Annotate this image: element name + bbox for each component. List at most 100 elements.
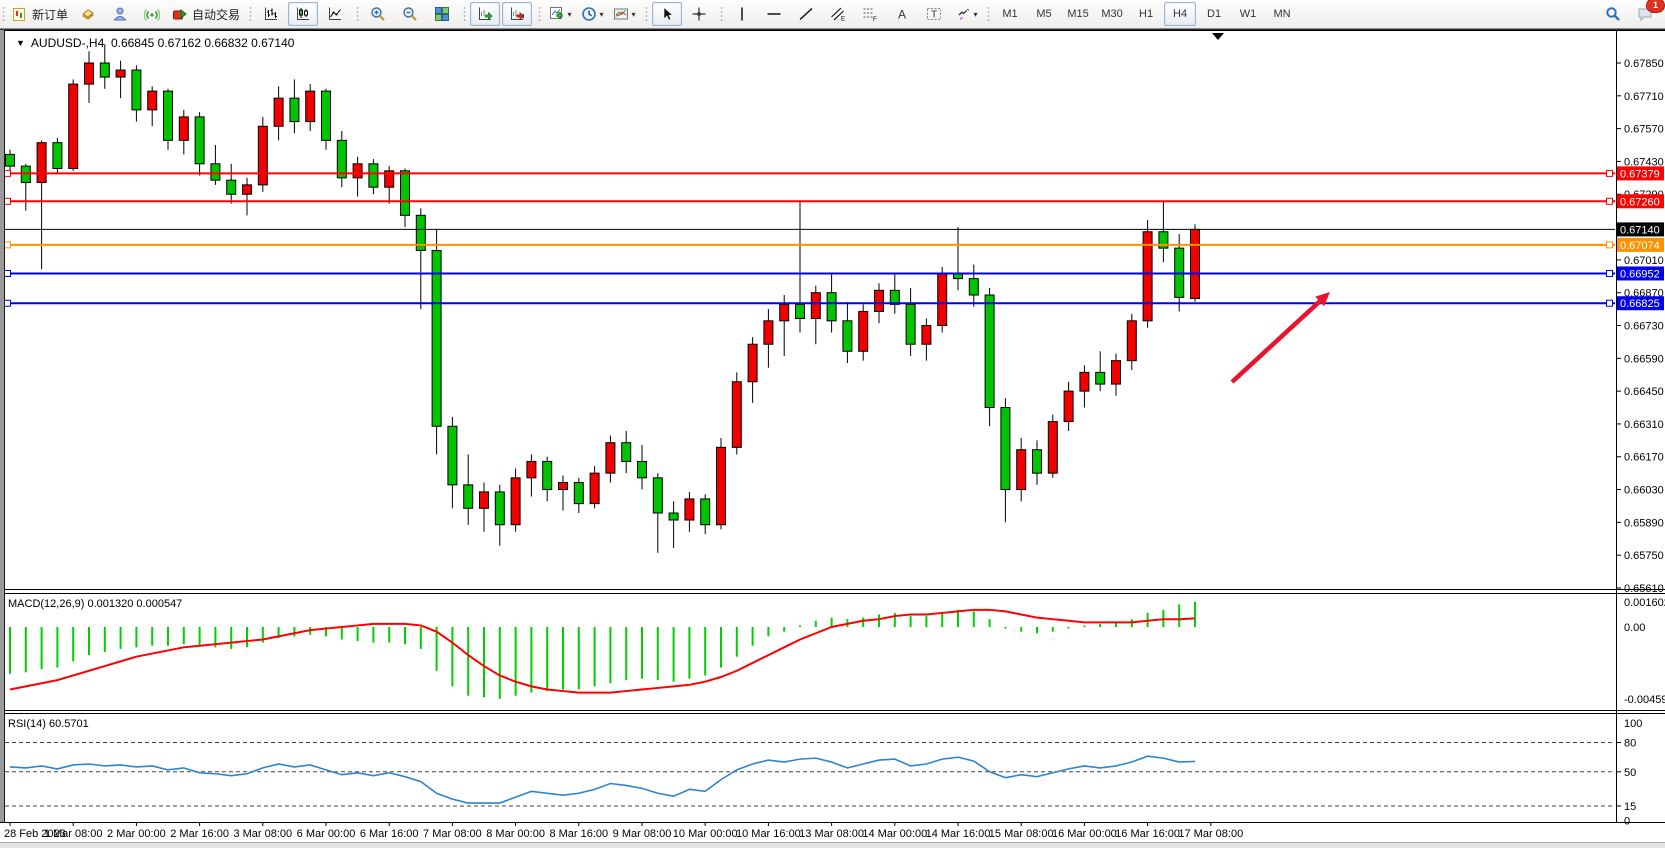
macd-name: MACD(12,26,9) <box>8 598 85 610</box>
bull-candle <box>1111 360 1121 385</box>
bull-candle <box>352 163 363 179</box>
bull-candle <box>747 343 758 383</box>
hline-anchor[interactable] <box>4 169 11 177</box>
cursor-icon <box>659 6 675 22</box>
symbol-menu-icon[interactable]: ▼ <box>16 38 25 48</box>
arrows-button[interactable]: ▾ <box>951 2 981 26</box>
bear-candle <box>52 142 63 169</box>
bull-candle <box>68 83 79 169</box>
trendline-icon <box>798 6 814 22</box>
dropdown-caret-icon[interactable]: ▾ <box>567 9 572 19</box>
timeframe-button-m30[interactable]: M30 <box>1101 8 1123 20</box>
price-badge-label: 0.66825 <box>1620 298 1660 310</box>
time-tick-label: 10 Mar 16:00 <box>736 828 801 840</box>
bear-candle <box>968 278 979 296</box>
templates-button[interactable]: ▾ <box>609 2 639 26</box>
hline-anchor[interactable] <box>4 197 11 205</box>
bull-candle <box>36 142 47 184</box>
hline-anchor[interactable] <box>4 269 11 277</box>
new-order-button[interactable]: 新订单 <box>9 2 71 26</box>
timeframe-button-h1[interactable]: H1 <box>1139 8 1154 20</box>
new-order-button-label: 新订单 <box>32 7 69 22</box>
bull-candle <box>605 442 616 474</box>
price-badge-label: 0.67379 <box>1620 168 1660 180</box>
timeframe-button-d1[interactable]: D1 <box>1207 8 1222 20</box>
price-tick-label: 0.66590 <box>1624 353 1664 365</box>
bull-candle <box>1142 231 1153 322</box>
hline-anchor[interactable] <box>1606 269 1613 277</box>
hline-anchor[interactable] <box>1606 197 1613 205</box>
time-tick-label: 28 Feb 2023 <box>4 828 66 840</box>
crosshair-button[interactable] <box>684 2 714 26</box>
chart-shift-marker[interactable] <box>1212 33 1224 40</box>
arrows-icon <box>955 6 971 22</box>
new-chart-button[interactable]: ▾ <box>545 2 575 26</box>
svg-text:E: E <box>841 17 845 23</box>
vertical-line-button[interactable] <box>727 2 757 26</box>
bull-candle <box>147 90 158 111</box>
auto-scroll-button[interactable] <box>470 2 501 26</box>
fibo-icon: F <box>862 6 878 22</box>
candlestick-chart-button[interactable] <box>288 2 319 26</box>
price-tick-label: 0.66030 <box>1624 485 1664 497</box>
hline-anchor[interactable] <box>4 241 11 249</box>
time-tick-label: 1 Mar 08:00 <box>44 828 103 840</box>
zoom-in-icon <box>370 6 386 22</box>
text-button[interactable]: A <box>887 2 917 26</box>
price-tick-label: 0.65890 <box>1624 517 1664 529</box>
timeframe-button-mn[interactable]: MN <box>1273 8 1291 20</box>
timeframe-button-m15[interactable]: M15 <box>1067 8 1089 20</box>
fibonacci-button[interactable]: F <box>855 2 885 26</box>
arrow-annotation[interactable] <box>1230 292 1330 384</box>
bear-candle <box>652 477 663 514</box>
cursor-button[interactable] <box>652 2 683 26</box>
zoom-in-button[interactable] <box>363 2 393 26</box>
svg-text:A: A <box>898 8 906 22</box>
hline-anchor[interactable] <box>1606 241 1613 249</box>
zoom-out-button[interactable] <box>395 2 425 26</box>
dropdown-caret-icon[interactable]: ▾ <box>631 9 636 19</box>
text-label-button[interactable]: T <box>919 2 949 26</box>
book-icon <box>80 6 96 22</box>
bar-chart-button[interactable] <box>256 2 286 26</box>
bull-candle <box>115 69 126 78</box>
timeframe-button-h4[interactable]: H4 <box>1164 2 1197 26</box>
bear-candle <box>163 90 173 141</box>
time-periods-button[interactable]: ▾ <box>577 2 607 26</box>
timeframe-button-w1[interactable]: W1 <box>1239 8 1257 20</box>
bear-candle <box>1000 407 1011 491</box>
timeframe-button-m1[interactable]: M1 <box>1002 8 1018 20</box>
auto-trading-button[interactable]: 自动交易 <box>169 2 243 26</box>
chat-button[interactable]: 1 <box>1630 0 1665 26</box>
crosshair-icon <box>691 6 707 22</box>
bear-candle <box>826 292 837 322</box>
hline-anchor[interactable] <box>1606 169 1613 177</box>
hline-anchor[interactable] <box>4 299 11 307</box>
horizontal-line-button[interactable] <box>759 2 789 26</box>
rsi-axis-label: 15 <box>1624 801 1636 813</box>
timeframe-button-m5[interactable]: M5 <box>1036 8 1052 20</box>
signals-button[interactable] <box>137 2 167 26</box>
dropdown-caret-icon[interactable]: ▾ <box>599 9 604 19</box>
search-button[interactable] <box>1598 2 1628 26</box>
newchart-icon <box>549 6 565 22</box>
price-badge <box>1617 296 1664 311</box>
line-chart-button[interactable] <box>320 2 350 26</box>
profile-button[interactable] <box>105 2 135 26</box>
horizontal-lines <box>4 169 1615 307</box>
arrow-head <box>1315 292 1330 307</box>
history-book-button[interactable] <box>73 2 103 26</box>
tile-windows-button[interactable] <box>427 2 457 26</box>
bull-candle <box>716 446 726 526</box>
chart-canvas[interactable]: 0.678500.677100.675700.674300.672900.671… <box>0 30 1665 847</box>
bars-icon <box>263 6 279 22</box>
equidistant-channel-button[interactable]: E <box>823 2 853 26</box>
bear-candle <box>953 273 963 280</box>
chart-shift-button[interactable] <box>502 2 533 26</box>
trendline-button[interactable] <box>791 2 821 26</box>
dropdown-caret-icon[interactable]: ▾ <box>973 9 978 19</box>
hline-anchor[interactable] <box>1606 299 1613 307</box>
bear-candle <box>795 303 805 319</box>
price-tick-label: 0.65610 <box>1624 583 1664 595</box>
